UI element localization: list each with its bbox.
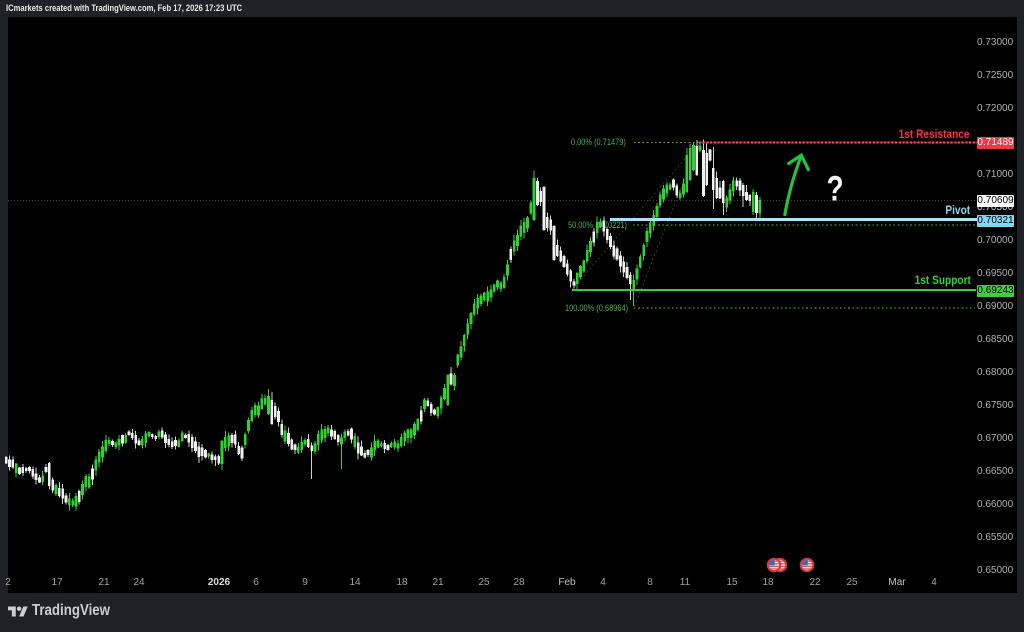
- svg-text:?: ?: [826, 168, 843, 208]
